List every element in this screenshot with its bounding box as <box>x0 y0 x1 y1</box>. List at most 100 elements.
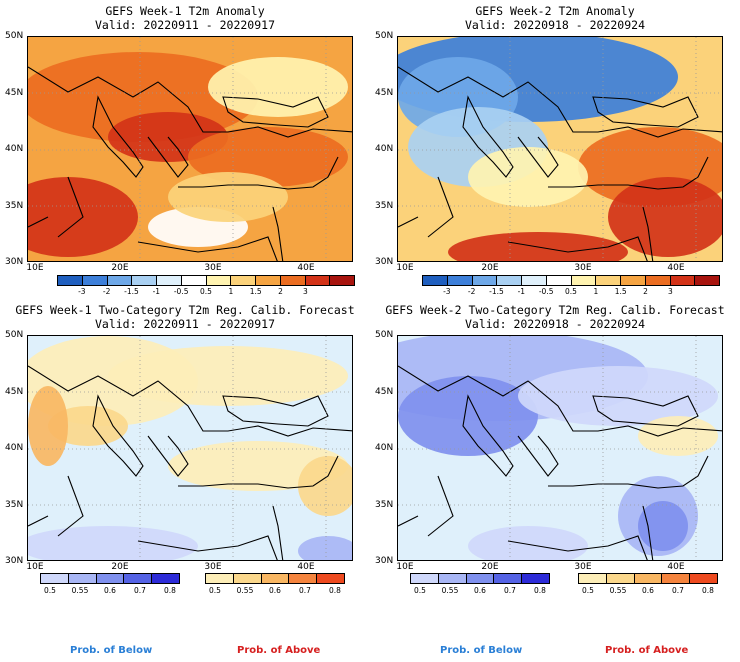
colorbar-swatch <box>107 276 133 285</box>
prob-above-label: Prob. of Above <box>605 645 689 656</box>
field-region <box>168 172 288 222</box>
colorbar-tick-label: 3 <box>302 287 308 296</box>
latitude-label: 50N <box>5 330 24 340</box>
map-week1-probability <box>27 335 353 561</box>
colorbar-tick-label: -1 <box>152 287 161 296</box>
coastline <box>548 455 709 489</box>
coastline <box>642 206 654 261</box>
latitude-label: 50N <box>375 330 394 340</box>
field-region <box>638 501 688 551</box>
colorbar-tick-label: 1 <box>593 287 599 296</box>
panel-subtitle: Valid: 20220911 - 20220917 <box>94 317 275 331</box>
coastline <box>507 236 648 261</box>
panel-subtitle: Valid: 20220911 - 20220917 <box>94 18 275 32</box>
colorbar-tick-label: 0.5 <box>44 586 56 595</box>
colorbar-swatch <box>621 276 646 285</box>
colorbar-swatch <box>233 574 262 583</box>
colorbar-swatch <box>645 276 671 285</box>
colorbar-tick-label: -0.5 <box>173 287 189 296</box>
coastline <box>272 505 284 560</box>
colorbar-swatch <box>181 276 207 285</box>
colorbar-tick-label: 0.7 <box>134 586 146 595</box>
longitude-label: 20E <box>481 263 499 273</box>
field-region <box>28 386 68 466</box>
longitude-label: 30E <box>574 263 592 273</box>
colorbar-swatch <box>206 574 234 583</box>
coastline <box>548 156 709 190</box>
coastline <box>462 394 514 477</box>
colorbar-swatch <box>662 574 691 583</box>
coastline <box>398 66 722 138</box>
coastline <box>642 505 654 560</box>
coastline <box>462 95 514 178</box>
panel-week1-probability: GEFS Week-1 Two-Category T2m Reg. Calib.… <box>0 300 370 600</box>
colorbar-swatch <box>132 276 157 285</box>
colorbar-swatch <box>68 574 97 583</box>
colorbar-swatch <box>96 574 125 583</box>
coastline <box>222 96 329 128</box>
map-week2-probability <box>397 335 723 561</box>
colorbar-swatch <box>472 276 498 285</box>
coastline <box>28 66 352 138</box>
panel-week2-probability: GEFS Week-2 Two-Category T2m Reg. Calib.… <box>370 300 740 600</box>
panel-title: GEFS Week-2 Two-Category T2m Reg. Calib.… <box>385 303 725 317</box>
colorbar-tick-label: 0.5 <box>414 586 426 595</box>
colorbar-swatch <box>494 574 523 583</box>
colorbar-tick-label: 0.8 <box>329 586 341 595</box>
colorbar-tick-label: -3 <box>443 287 451 296</box>
coastline <box>507 535 648 560</box>
colorbar-swatch <box>695 276 719 285</box>
prob-below-label: Prob. of Below <box>440 645 523 656</box>
longitude-label: 10E <box>26 562 44 572</box>
colorbar-swatch <box>124 574 153 583</box>
latitude-label: 50N <box>375 31 394 41</box>
longitude-label: 20E <box>111 562 129 572</box>
colorbar-tick-label: 0.7 <box>504 586 516 595</box>
below-colorbar-week2 <box>410 573 550 584</box>
colorbar-swatch <box>438 574 467 583</box>
map-week2-anomaly <box>397 36 723 262</box>
latitude-label: 30N <box>375 556 394 566</box>
colorbar-swatch <box>606 574 635 583</box>
field-region <box>638 416 718 456</box>
panel-week2-anomaly: GEFS Week-2 T2m Anomaly Valid: 20220918 … <box>370 0 740 300</box>
colorbar-tick-label: 0.55 <box>236 586 254 595</box>
coastline <box>398 365 722 437</box>
colorbar-swatch <box>82 276 108 285</box>
colorbar-tick-label: 0.7 <box>299 586 311 595</box>
anomaly-colorbar-week2 <box>422 275 720 286</box>
colorbar-tick-label: 0.5 <box>582 586 594 595</box>
coastline <box>178 156 339 190</box>
colorbar-tick-label: -2 <box>102 287 111 296</box>
field-region <box>208 57 348 117</box>
latitude-label: 45N <box>375 386 394 397</box>
colorbar-tick-label: 1.5 <box>249 287 262 296</box>
colorbar-swatch <box>157 276 182 285</box>
coastline <box>147 136 189 178</box>
longitude-label: 10E <box>396 263 414 273</box>
coastline <box>92 95 144 178</box>
panel-subtitle: Valid: 20220918 - 20220924 <box>464 18 645 32</box>
field-region <box>468 147 588 207</box>
coastline <box>147 435 189 477</box>
panel-subtitle: Valid: 20220918 - 20220924 <box>464 317 645 331</box>
colorbar-swatch <box>256 276 281 285</box>
colorbar-tick-label: 3 <box>667 287 673 296</box>
latitude-label: 50N <box>5 31 24 41</box>
colorbar-tick-label: 2 <box>643 287 648 296</box>
latitude-label: 35N <box>5 200 24 211</box>
colorbar-swatch <box>317 574 344 583</box>
colorbar-swatch <box>206 276 232 285</box>
longitude-label: 20E <box>481 562 499 572</box>
latitude-label: 45N <box>5 87 24 98</box>
colorbar-swatch <box>546 276 572 285</box>
colorbar-tick-label: -0.5 <box>538 287 554 296</box>
colorbar-tick-label: 0.6 <box>104 586 116 595</box>
longitude-label: 40E <box>297 263 315 273</box>
colorbar-tick-label: 0.8 <box>534 586 546 595</box>
latitude-label: 30N <box>5 257 24 267</box>
colorbar-tick-label: 0.7 <box>672 586 684 595</box>
latitude-label: 45N <box>5 386 24 397</box>
colorbar-tick-label: 0.6 <box>474 586 486 595</box>
panel-title: GEFS Week-2 T2m Anomaly <box>475 4 635 18</box>
